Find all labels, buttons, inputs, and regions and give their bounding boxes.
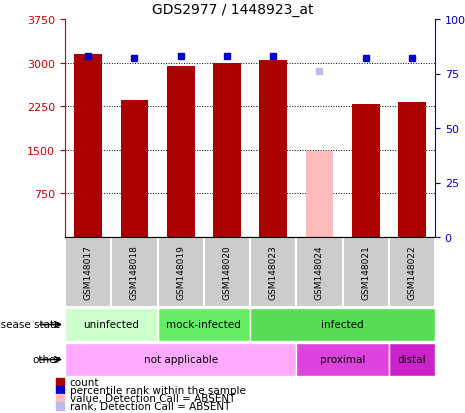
Text: disease state: disease state: [0, 320, 60, 330]
Bar: [167, 66, 194, 237]
Text: value, Detection Call = ABSENT: value, Detection Call = ABSENT: [70, 393, 235, 403]
Text: rank, Detection Call = ABSENT: rank, Detection Call = ABSENT: [70, 401, 230, 411]
Text: GDS2977 / 1448923_at: GDS2977 / 1448923_at: [152, 3, 313, 17]
Bar: [343, 237, 389, 307]
Bar: [296, 237, 343, 307]
Text: GSM148018: GSM148018: [130, 245, 139, 300]
Bar: [213, 64, 241, 237]
Bar: [158, 237, 204, 307]
Text: proximal: proximal: [320, 355, 365, 365]
Bar: [204, 237, 250, 307]
Bar: [389, 343, 435, 376]
Bar: [398, 103, 426, 237]
Text: GSM148024: GSM148024: [315, 245, 324, 299]
Bar: [389, 237, 435, 307]
Bar: [74, 55, 102, 237]
Bar: [120, 101, 148, 237]
Text: percentile rank within the sample: percentile rank within the sample: [70, 385, 246, 395]
Text: other: other: [32, 355, 60, 365]
Bar: [65, 343, 296, 376]
Bar: [158, 308, 250, 342]
Text: mock-infected: mock-infected: [166, 320, 241, 330]
Text: count: count: [70, 377, 99, 387]
Text: GSM148022: GSM148022: [407, 245, 416, 299]
Text: infected: infected: [321, 320, 364, 330]
Bar: [65, 308, 158, 342]
Text: GSM148017: GSM148017: [84, 245, 93, 300]
Bar: [259, 61, 287, 237]
Bar: [306, 152, 333, 237]
Bar: [65, 237, 111, 307]
Bar: [250, 237, 296, 307]
Text: GSM148023: GSM148023: [269, 245, 278, 300]
Text: not applicable: not applicable: [144, 355, 218, 365]
Text: GSM148019: GSM148019: [176, 245, 185, 300]
Text: distal: distal: [398, 355, 426, 365]
Text: GSM148020: GSM148020: [222, 245, 232, 300]
Bar: [296, 343, 389, 376]
Bar: [352, 105, 379, 237]
Text: uninfected: uninfected: [83, 320, 139, 330]
Text: GSM148021: GSM148021: [361, 245, 370, 300]
Bar: [111, 237, 158, 307]
Bar: [250, 308, 435, 342]
